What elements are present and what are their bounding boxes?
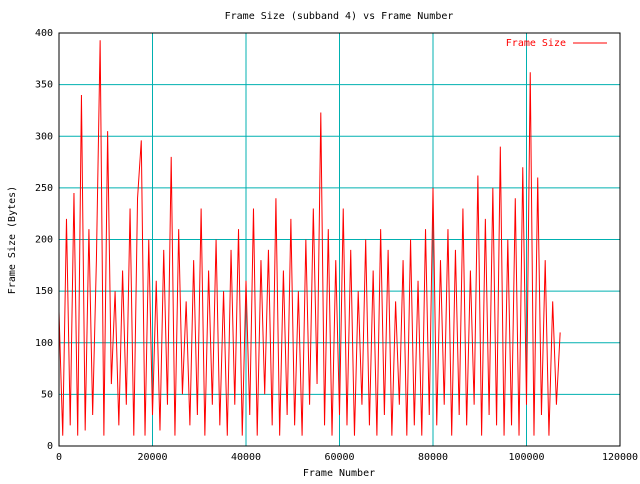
y-tick-label: 100 — [35, 338, 53, 349]
y-tick-label: 350 — [35, 80, 53, 91]
chart-title: Frame Size (subband 4) vs Frame Number — [225, 11, 454, 22]
y-tick-label: 0 — [47, 441, 53, 452]
data-line — [58, 40, 561, 436]
y-tick-label: 150 — [35, 286, 53, 297]
y-tick-label: 200 — [35, 235, 53, 246]
y-tick-label: 50 — [41, 389, 53, 400]
y-tick-label: 250 — [35, 183, 53, 194]
x-axis-label: Frame Number — [303, 468, 375, 479]
y-tick-label: 400 — [35, 28, 53, 39]
y-axis-label: Frame Size (Bytes) — [7, 186, 18, 294]
x-tick-label: 80000 — [418, 452, 448, 463]
y-tick-label: 300 — [35, 131, 53, 142]
x-tick-label: 40000 — [231, 452, 261, 463]
x-tick-label: 60000 — [324, 452, 354, 463]
x-tick-label: 0 — [56, 452, 62, 463]
legend-label: Frame Size — [506, 38, 566, 49]
x-tick-label: 120000 — [602, 452, 638, 463]
x-tick-label: 20000 — [137, 452, 167, 463]
x-tick-label: 100000 — [508, 452, 544, 463]
plot-frame — [58, 32, 621, 447]
